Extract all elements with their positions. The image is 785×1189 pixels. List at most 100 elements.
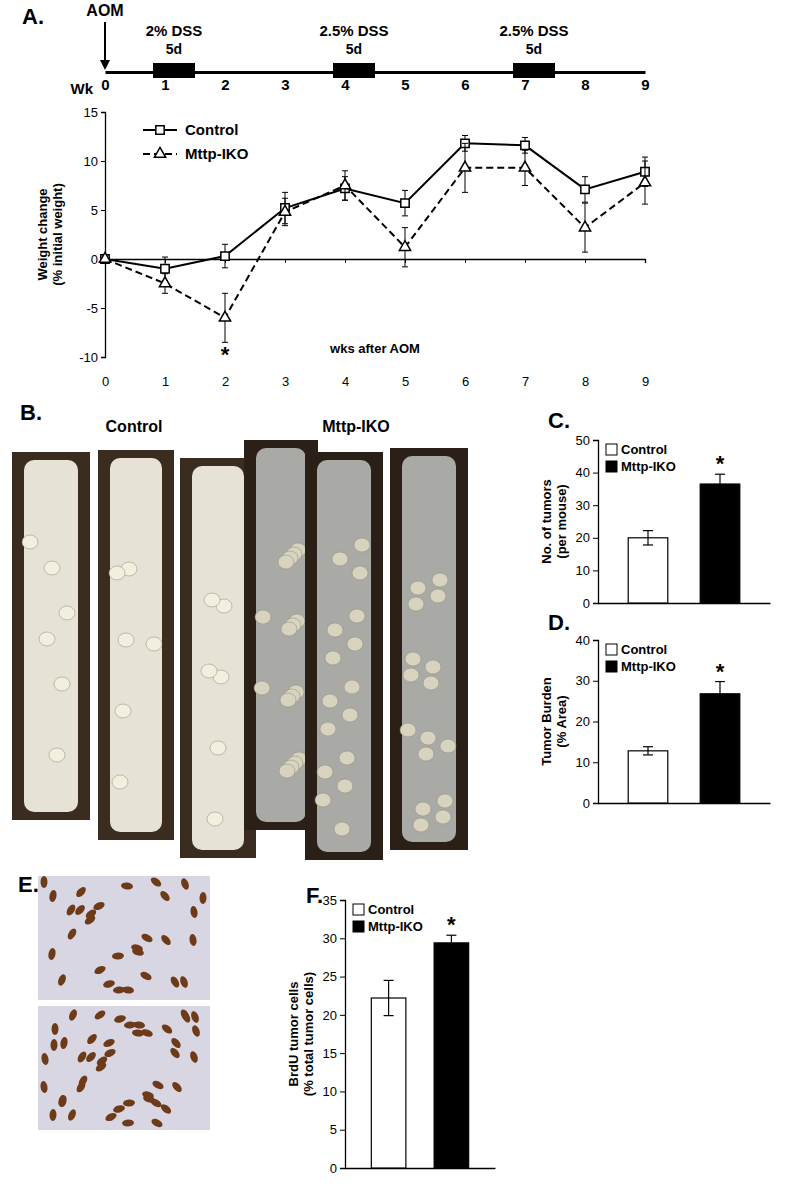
tumor xyxy=(325,651,341,665)
nucleus xyxy=(170,1080,183,1094)
error-cap xyxy=(643,544,653,545)
tick-label: 50 xyxy=(576,433,590,448)
tick-label: 20 xyxy=(576,530,590,545)
tick: 0 xyxy=(583,596,598,611)
tumor xyxy=(332,552,348,566)
nucleus xyxy=(66,1108,77,1122)
error-cap xyxy=(342,200,348,201)
tick: 9 xyxy=(642,259,649,389)
nucleus xyxy=(41,1052,50,1065)
tick-label: -5 xyxy=(86,301,98,316)
tumor xyxy=(413,818,429,832)
error-cap xyxy=(522,185,528,186)
nucleus xyxy=(179,1008,191,1022)
tick-label: 7 xyxy=(521,76,529,93)
error-cap xyxy=(342,200,348,201)
tick: 10 xyxy=(576,563,598,578)
tumor xyxy=(440,739,456,753)
tick-label: 30 xyxy=(323,931,337,946)
legend-swatch xyxy=(606,461,617,472)
photo-background xyxy=(38,1006,210,1130)
panel-label: E. xyxy=(18,872,39,897)
tick-mark xyxy=(593,722,598,723)
photo-caption: Control xyxy=(106,418,163,435)
tick-label: 30 xyxy=(576,498,590,513)
tumor xyxy=(425,660,441,674)
axis-line xyxy=(340,901,346,1169)
plot-area xyxy=(371,935,468,1168)
bar xyxy=(371,998,406,1168)
error-cap xyxy=(642,161,648,162)
error-cap xyxy=(402,227,408,228)
axis-title: wks after AOM xyxy=(329,341,420,356)
legend-entry: Control xyxy=(606,642,667,657)
annotation: * xyxy=(716,451,725,476)
tick-label: 0 xyxy=(101,76,109,93)
error-cap xyxy=(342,170,348,171)
plot-area xyxy=(99,136,650,343)
nucleus xyxy=(158,889,171,903)
legend-entry: Control xyxy=(606,442,667,457)
tick: 3 xyxy=(282,259,289,389)
nucleus xyxy=(140,932,154,944)
tick-label: -10 xyxy=(79,350,98,365)
treatment-label: 2.5% DSS xyxy=(319,22,388,39)
nucleus xyxy=(83,914,97,927)
nucleus xyxy=(76,1050,88,1064)
legend-label: Control xyxy=(185,121,238,138)
y-axis: 01020304050 xyxy=(576,433,599,611)
tick-label: 1 xyxy=(161,76,169,93)
marker xyxy=(99,252,110,262)
marker xyxy=(219,311,230,321)
error-line xyxy=(647,747,648,755)
tick: 6 xyxy=(462,259,469,389)
tick-label: 15 xyxy=(323,1046,337,1061)
tick-mark xyxy=(340,900,345,901)
error-cap xyxy=(643,746,653,747)
tick-label: 9 xyxy=(641,76,649,93)
error-line xyxy=(451,935,452,950)
tumor xyxy=(22,535,38,549)
tick: 30 xyxy=(576,498,598,513)
colon xyxy=(402,456,456,842)
nucleus xyxy=(140,1028,154,1038)
photo-background xyxy=(12,452,90,820)
tick-label: 5 xyxy=(330,1122,337,1137)
nucleus xyxy=(141,1090,155,1100)
x-axis: 0123456789 xyxy=(102,259,649,389)
tumor xyxy=(44,561,60,575)
error-cap xyxy=(462,192,468,193)
nucleus xyxy=(190,905,199,918)
legend-swatch xyxy=(606,661,617,672)
axis-line xyxy=(106,260,646,264)
y-axis: -10-5051015 xyxy=(79,105,105,365)
photo-background xyxy=(38,876,210,1000)
axis-title: BrdU tumor cells xyxy=(286,982,301,1087)
axis-line xyxy=(101,113,106,358)
tick-mark xyxy=(645,259,646,263)
tick-mark xyxy=(593,570,598,571)
nucleus xyxy=(65,903,77,917)
legend-entry: Mttp-IKO xyxy=(606,659,676,674)
annotation: * xyxy=(221,342,230,367)
tumor xyxy=(59,606,75,620)
treatment-block xyxy=(513,63,555,78)
axis-title: Weight change xyxy=(35,188,50,280)
tick: 20 xyxy=(576,530,598,545)
treatment-label: 2% DSS xyxy=(146,22,203,39)
photo-background xyxy=(305,452,383,860)
marker xyxy=(459,161,470,171)
marker xyxy=(521,141,529,149)
tick-mark xyxy=(593,473,598,474)
tumor xyxy=(315,793,331,807)
legend-entry: Control xyxy=(353,902,414,917)
legend-entry: Mttp-IKO xyxy=(353,919,423,934)
legend-label: Mttp-IKO xyxy=(185,145,249,162)
tumor xyxy=(342,708,358,722)
photo-background xyxy=(98,450,174,840)
nucleus xyxy=(40,1081,49,1094)
tumor xyxy=(204,593,220,607)
bar xyxy=(700,694,740,803)
tick-label: 10 xyxy=(576,755,590,770)
error-cap xyxy=(643,530,653,531)
